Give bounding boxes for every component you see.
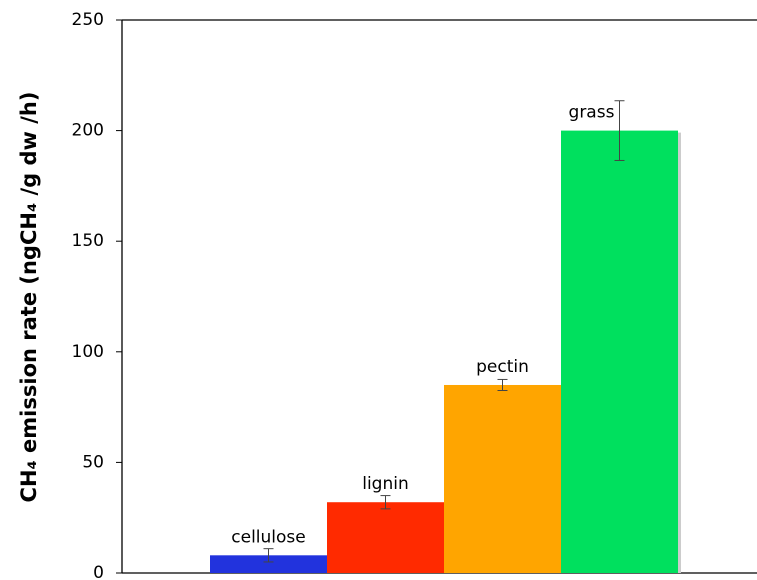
y-axis-label: CH₄ emission rate (ngCH₄ /g dw /h): [17, 92, 41, 503]
y-tick-label: 50: [82, 452, 104, 472]
bar: [444, 384, 561, 573]
bar: [561, 130, 678, 573]
bar: [210, 555, 327, 573]
category-label: grass: [569, 103, 615, 123]
y-tick-label: 200: [72, 121, 104, 141]
y-tick-label: 100: [72, 342, 104, 362]
bar: [327, 502, 444, 573]
category-label: cellulose: [231, 527, 305, 547]
y-tick-label: 150: [72, 231, 104, 251]
category-label: pectin: [476, 357, 529, 377]
category-label: lignin: [362, 474, 409, 494]
y-tick-label: 0: [93, 563, 104, 580]
y-tick-label: 250: [72, 10, 104, 30]
